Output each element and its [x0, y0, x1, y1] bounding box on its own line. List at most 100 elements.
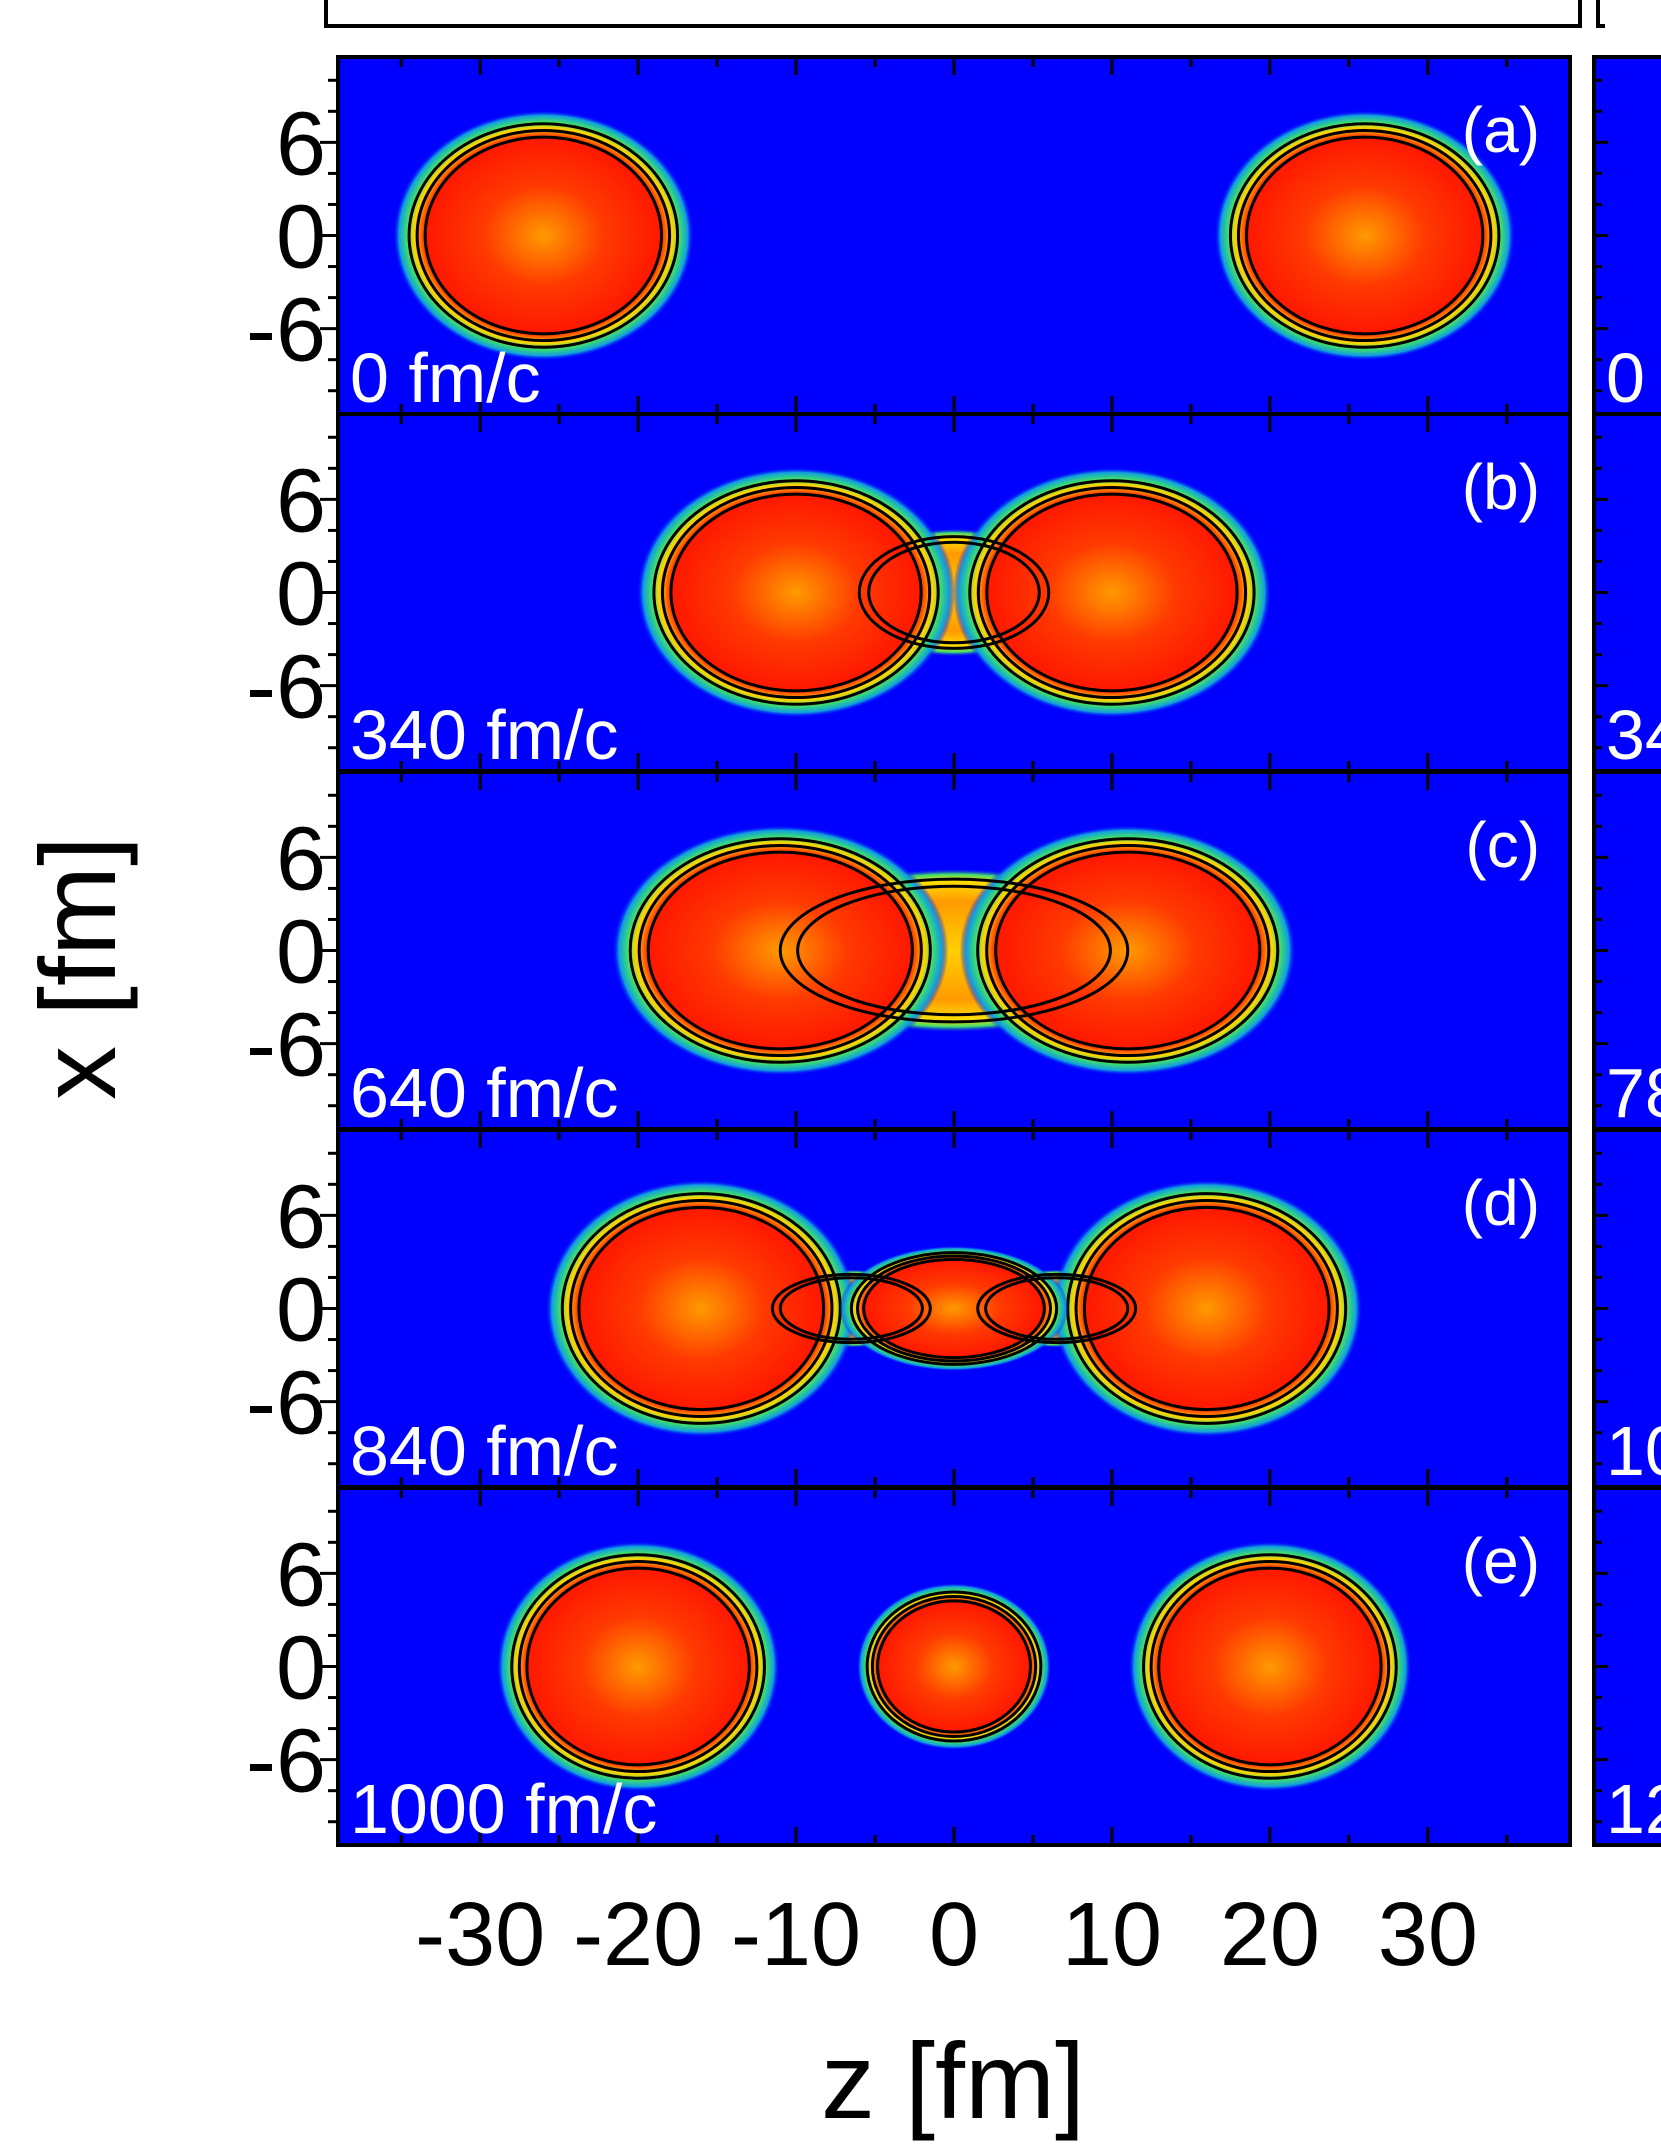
x-tick-label: 0	[929, 1885, 979, 1985]
density-contour	[517, 1559, 759, 1774]
neck-contour	[976, 1272, 1138, 1345]
right-panel-a: 0	[1592, 55, 1661, 417]
density-field	[496, 1541, 1412, 1792]
panel-a: (a) 0 fm/c	[320, 55, 1572, 417]
x-tick-label: 30	[1378, 1885, 1478, 1985]
density-contour	[1245, 135, 1485, 336]
density-contour	[577, 1205, 826, 1412]
density-contour	[862, 1257, 1046, 1360]
density-contour	[865, 1590, 1043, 1743]
density-contour	[985, 492, 1239, 693]
panel-time: 0 fm/c	[350, 339, 541, 417]
density-contour	[876, 1599, 1032, 1734]
density-contour	[1074, 1199, 1339, 1418]
right-panel-time: 12	[1606, 1770, 1661, 1848]
y-tick-label: -6	[246, 996, 326, 1096]
density-blob	[636, 467, 956, 718]
y-tick-label: 6	[276, 1167, 326, 1267]
y-tick-label: 0	[276, 545, 326, 645]
density-contour	[985, 843, 1271, 1058]
x-tick-label: -20	[573, 1885, 703, 1985]
density-contour	[525, 1566, 751, 1767]
panel-time: 340 fm/c	[350, 696, 618, 774]
right-panel-b: 34	[1592, 412, 1661, 774]
y-tick-label: -6	[246, 638, 326, 738]
density-contour	[1236, 128, 1493, 343]
right-panel-time: 78	[1606, 1054, 1661, 1132]
density-contour	[976, 837, 1280, 1064]
density-blob	[1128, 1541, 1412, 1792]
panel-b: (b) 340 fm/c	[320, 412, 1572, 774]
density-contour	[968, 479, 1256, 706]
density-contour	[660, 485, 932, 700]
density-contour	[1149, 1559, 1391, 1774]
panel-label: (c)	[1465, 809, 1540, 881]
neck-contour	[770, 1272, 932, 1345]
y-tick-label: 0	[276, 1619, 326, 1719]
right-panel-d: 10	[1592, 1128, 1661, 1490]
density-contour	[423, 135, 663, 336]
right-panel-time: 34	[1606, 696, 1661, 774]
density-field	[545, 1179, 1363, 1438]
y-tick-label: 6	[276, 451, 326, 551]
y-tick-label: 0	[276, 188, 326, 288]
y-tick-label: -6	[246, 1712, 326, 1812]
density-contour	[628, 837, 932, 1064]
panel-c: (c) 640 fm/c	[320, 770, 1572, 1132]
density-contour	[855, 1254, 1053, 1363]
x-tick-label: 20	[1220, 1885, 1320, 1985]
neck-contour	[867, 540, 1041, 645]
right-panel-time: 10	[1606, 1412, 1661, 1490]
panel-time: 840 fm/c	[350, 1412, 618, 1490]
density-contour	[407, 122, 680, 349]
density-contour	[652, 479, 940, 706]
y-tick-labels: -606-606-606-606-606	[246, 94, 326, 1811]
y-tick-label: 6	[276, 809, 326, 909]
density-contour	[669, 492, 923, 693]
panel-d: (d) 840 fm/c	[320, 1128, 1572, 1490]
y-tick-label: -6	[246, 1354, 326, 1454]
density-contour	[415, 128, 672, 343]
density-blob	[1051, 1179, 1363, 1438]
density-contour	[1228, 122, 1501, 349]
density-field	[612, 825, 1296, 1076]
neck-contour	[796, 884, 1112, 1017]
density-contour	[510, 1553, 766, 1780]
neck-contour	[984, 1276, 1130, 1341]
density-field	[636, 467, 1272, 718]
density-contour	[1082, 1205, 1331, 1412]
panel-time: 640 fm/c	[350, 1054, 618, 1132]
panel-e: (e) 1000 fm/c	[320, 1486, 1572, 1848]
density-contour	[994, 850, 1262, 1051]
y-tick-label: 0	[276, 903, 326, 1003]
density-contour	[637, 843, 923, 1058]
left-panel-stack: (a) 0 fm/c (b) 340 fm/c (c) 640 fm/c (d) 840 fm…	[320, 55, 1572, 1848]
density-blob	[952, 467, 1272, 718]
x-tick-label: 10	[1062, 1885, 1162, 1985]
density-blob	[392, 110, 694, 361]
y-tick-label: 6	[276, 94, 326, 194]
density-contour	[1157, 1566, 1383, 1767]
panel-label: (a)	[1462, 94, 1540, 166]
neck-contour	[778, 877, 1130, 1024]
panel-time: 1000 fm/c	[350, 1770, 657, 1848]
density-contour	[870, 1594, 1038, 1739]
density-blob	[856, 1583, 1052, 1750]
header-frame-right	[1596, 0, 1605, 28]
right-panel-time: 0	[1606, 339, 1645, 417]
density-contour	[569, 1199, 834, 1418]
density-blob	[839, 1245, 1069, 1372]
x-tick-labels: -30 -20 -10 0 10 20 30	[415, 1885, 1478, 1985]
y-tick-label: 6	[276, 1525, 326, 1625]
density-field	[392, 110, 1516, 361]
right-panel-e: 12	[1592, 1486, 1661, 1848]
y-tick-label: -6	[246, 281, 326, 381]
density-blob	[496, 1541, 780, 1792]
right-panel-c: 78	[1592, 770, 1661, 1132]
y-tick-label: 0	[276, 1261, 326, 1361]
y-axis-label: x [fm]	[17, 836, 138, 1100]
right-panel-stack: 0 34 78 10 12	[1592, 55, 1661, 1848]
panel-label: (d)	[1462, 1167, 1540, 1239]
neck-contour	[778, 1276, 924, 1341]
